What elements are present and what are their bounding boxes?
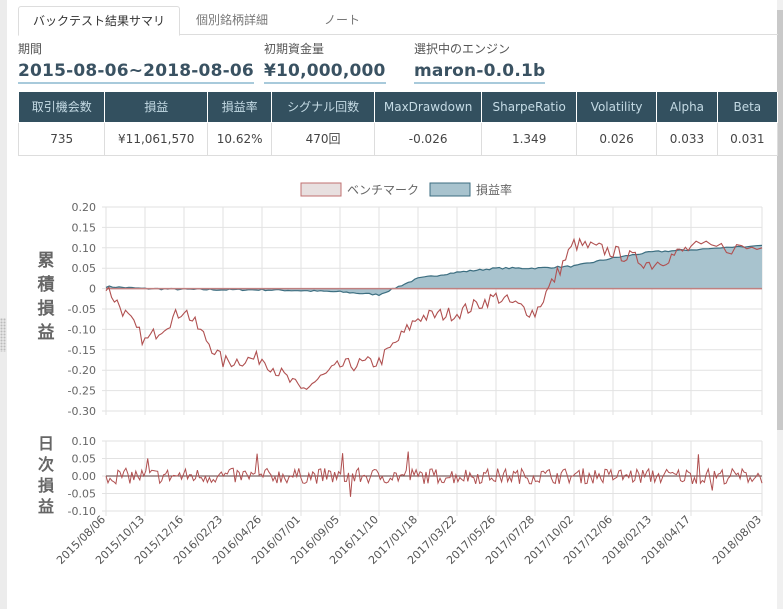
daily-axis-title: 次 <box>38 455 54 474</box>
capital-label: 初期資金量 <box>264 42 325 56</box>
y-tick-label: 0.10 <box>72 242 97 255</box>
tab-backtest-summary[interactable]: バックテスト結果サマリ <box>18 6 181 36</box>
value-beta: 0.031 <box>716 121 779 156</box>
y-tick-label: -0.20 <box>68 364 96 377</box>
value-signal-count: 470回 <box>271 121 375 156</box>
value-pnl: ¥11,061,570 <box>104 121 208 156</box>
tab-stock-detail[interactable]: 個別銘柄詳細 <box>196 13 269 27</box>
x-axis-labels: 2015/08/062015/10/132015/12/162016/02/23… <box>54 513 764 567</box>
y-tick-label: 0.00 <box>72 470 97 483</box>
value-sharpe-ratio: 1.349 <box>481 121 577 156</box>
cumulative-axis-title: 益 <box>38 322 55 343</box>
summary-panel: 期間 2015-08-06~2018-08-06 初期資金量 ¥10,000,0… <box>18 40 778 84</box>
header-signal-count: シグナル回数 <box>271 92 375 123</box>
header-sharpe-ratio: SharpeRatio <box>481 92 577 123</box>
y-tick-label: 0.05 <box>72 262 97 275</box>
y-tick-label: -0.15 <box>68 344 96 357</box>
benchmark-line <box>105 237 763 390</box>
value-max-drawdown: -0.026 <box>373 121 483 156</box>
engine-field: 選択中のエンジン maron-0.0.1b <box>414 40 546 84</box>
engine-label: 選択中のエンジン <box>414 42 511 56</box>
legend-pnl-swatch <box>429 182 471 197</box>
y-tick-label: 0.05 <box>72 453 97 466</box>
period-field: 期間 2015-08-06~2018-08-06 <box>18 40 254 84</box>
daily-series <box>105 451 763 497</box>
header-pnl-rate: 損益率 <box>206 92 273 123</box>
engine-value: maron-0.0.1b <box>414 61 546 84</box>
value-alpha: 0.033 <box>656 121 718 156</box>
tab-note[interactable]: ノート <box>324 13 361 27</box>
y-tick-label: -0.30 <box>68 405 96 418</box>
y-tick-label: 0.20 <box>72 201 97 214</box>
vertical-scrollbar[interactable] <box>777 0 783 609</box>
header-beta: Beta <box>716 92 779 123</box>
left-gutter <box>0 0 7 609</box>
resize-grip-icon[interactable] <box>0 318 6 352</box>
period-value: 2015-08-06~2018-08-06 <box>18 61 254 84</box>
header-volatility: Volatility <box>575 92 658 123</box>
cumulative-axis-title: 積 <box>38 274 56 295</box>
tab-bar: バックテスト結果サマリ 個別銘柄詳細 ノート <box>18 6 778 36</box>
daily-grid: 0.10 0.05 0.00 -0.05 -0.10 <box>68 435 763 518</box>
cumulative-grid: 0.20 0.15 0.10 0.05 0 -0.05 -0.10 -0.15 -0.20 -0.… <box>68 201 763 418</box>
stats-table: 取引機会数 損益 損益率 シグナル回数 MaxDrawdown SharpeRa… <box>17 92 779 156</box>
y-tick-label: -0.25 <box>68 385 96 398</box>
header-trade-count: 取引機会数 <box>17 92 106 123</box>
daily-axis-title: 益 <box>38 497 54 516</box>
legend-pnl-label: 損益率 <box>476 182 512 197</box>
period-label: 期間 <box>18 42 43 56</box>
y-tick-label: -0.05 <box>68 488 96 501</box>
y-tick-label: -0.05 <box>68 303 96 316</box>
header-alpha: Alpha <box>656 92 718 123</box>
stats-header-row: 取引機会数 損益 損益率 シグナル回数 MaxDrawdown SharpeRa… <box>17 92 779 123</box>
daily-axis-title: 日 <box>38 434 54 453</box>
legend-benchmark-label: ベンチマーク <box>347 183 419 197</box>
value-pnl-rate: 10.62% <box>206 121 273 156</box>
y-tick-label: 0.10 <box>72 435 97 448</box>
y-tick-label: -0.10 <box>68 505 96 518</box>
cumulative-axis-title: 損 <box>38 298 56 319</box>
daily-axis-title: 損 <box>38 476 55 495</box>
y-tick-label: 0.15 <box>72 221 97 234</box>
daily-benchmark-line <box>105 451 763 497</box>
y-tick-label: -0.10 <box>68 323 96 336</box>
pnl-area <box>106 245 762 296</box>
performance-chart: ベンチマーク 損益率 0.20 0.15 0.10 0.05 0 -0.05 -0.10 -0… <box>38 182 765 567</box>
scrollbar-thumb[interactable] <box>777 10 783 430</box>
chart-legend: ベンチマーク 損益率 <box>300 182 512 197</box>
value-trade-count: 735 <box>17 121 106 156</box>
header-pnl: 損益 <box>104 92 208 123</box>
cumulative-series <box>105 237 763 390</box>
legend-benchmark-swatch <box>300 182 342 197</box>
value-volatility: 0.026 <box>575 121 658 156</box>
stats-value-row: 735 ¥11,061,570 10.62% 470回 -0.026 1.349… <box>17 121 779 156</box>
capital-value: ¥10,000,000 <box>264 61 386 84</box>
cumulative-axis-title: 累 <box>38 251 55 271</box>
chart-area: ベンチマーク 損益率 0.20 0.15 0.10 0.05 0 -0.05 -0.10 -0… <box>18 170 778 600</box>
y-tick-label: 0 <box>89 283 96 296</box>
capital-field: 初期資金量 ¥10,000,000 <box>264 40 386 84</box>
x-tick-label: 2018/08/03 <box>710 513 764 567</box>
header-max-drawdown: MaxDrawdown <box>373 92 483 123</box>
